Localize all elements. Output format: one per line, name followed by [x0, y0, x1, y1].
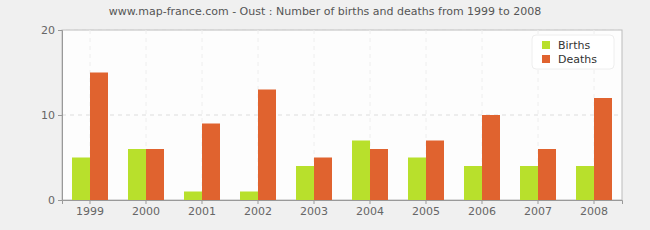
background [0, 0, 650, 230]
tick-mark [314, 200, 315, 204]
tick-mark [594, 200, 595, 204]
bar [426, 141, 444, 201]
series [90, 73, 612, 201]
plot-area [62, 30, 622, 200]
bar [146, 149, 164, 200]
tick: 20 [41, 24, 62, 37]
bar [594, 98, 612, 200]
legend-label: Births [558, 39, 590, 52]
tick: 2008 [580, 200, 608, 218]
bar [408, 158, 426, 201]
tick-label: 2006 [468, 205, 496, 218]
legend-item: Deaths [542, 53, 597, 66]
tick-label: 2005 [412, 205, 440, 218]
plot: 0 10 20 1999 2000 2001 2002 2003 2004 2005 2006 200… [41, 24, 623, 218]
tick: 2004 [356, 200, 384, 218]
tick: 2003 [300, 200, 328, 218]
tick-mark [146, 200, 147, 204]
tick-label: 2000 [132, 205, 160, 218]
legend-item: Births [542, 39, 590, 52]
axis-line [58, 31, 63, 201]
legend-swatch [542, 55, 550, 63]
x-axis: 1999 2000 2001 2002 2003 2004 2005 2006 2007 2008 [63, 200, 623, 218]
tick: 2001 [188, 200, 216, 218]
tick-label: 2002 [244, 205, 272, 218]
tick-mark [58, 115, 62, 116]
legend-box [532, 35, 614, 69]
tick-label: 10 [41, 109, 55, 122]
tick-label: 20 [41, 24, 55, 37]
bar [90, 73, 108, 201]
tick-label: 2003 [300, 205, 328, 218]
tick: 2002 [244, 200, 272, 218]
tick: 1999 [76, 200, 104, 218]
tick-mark [538, 200, 539, 204]
bar [314, 158, 332, 201]
tick-label: 2004 [356, 205, 384, 218]
bar [538, 149, 556, 200]
tick-mark [58, 200, 62, 201]
tick: 2005 [412, 200, 440, 218]
axis-line [63, 201, 623, 205]
tick-mark [58, 30, 62, 31]
legend-label: Deaths [558, 53, 597, 66]
tick-label: 2001 [188, 205, 216, 218]
tick-mark [202, 200, 203, 204]
tick: 2000 [132, 200, 160, 218]
tick-mark [370, 200, 371, 204]
tick-label: 0 [48, 194, 55, 207]
bar [184, 192, 202, 201]
tick-mark [258, 200, 259, 204]
tick: 10 [41, 109, 62, 122]
bar [258, 90, 276, 201]
bar [128, 149, 146, 200]
bars [72, 73, 612, 201]
bar [520, 166, 538, 200]
tick: 2006 [468, 200, 496, 218]
bar [482, 115, 500, 200]
legend: BirthsDeaths [532, 35, 614, 69]
tick: 2007 [524, 200, 552, 218]
tick-mark [482, 200, 483, 204]
bar [370, 149, 388, 200]
tick-label: 2007 [524, 205, 552, 218]
series [72, 141, 594, 201]
title: www.map-france.com - Oust : Number of bi… [109, 5, 541, 18]
bar [464, 166, 482, 200]
bar [296, 166, 314, 200]
tick-label: 2008 [580, 205, 608, 218]
chart: www.map-france.com - Oust : Number of bi… [0, 0, 650, 230]
grid-x [90, 30, 594, 200]
tick-label: 1999 [76, 205, 104, 218]
bar [352, 141, 370, 201]
bar [240, 192, 258, 201]
bar [576, 166, 594, 200]
tick-mark [90, 200, 91, 204]
tick-mark [426, 200, 427, 204]
grid [62, 30, 622, 200]
y-axis: 0 10 20 [41, 24, 63, 207]
tick: 0 [48, 194, 62, 207]
bar [72, 158, 90, 201]
bar [202, 124, 220, 201]
grid-line [62, 115, 622, 116]
legend-swatch [542, 41, 550, 49]
